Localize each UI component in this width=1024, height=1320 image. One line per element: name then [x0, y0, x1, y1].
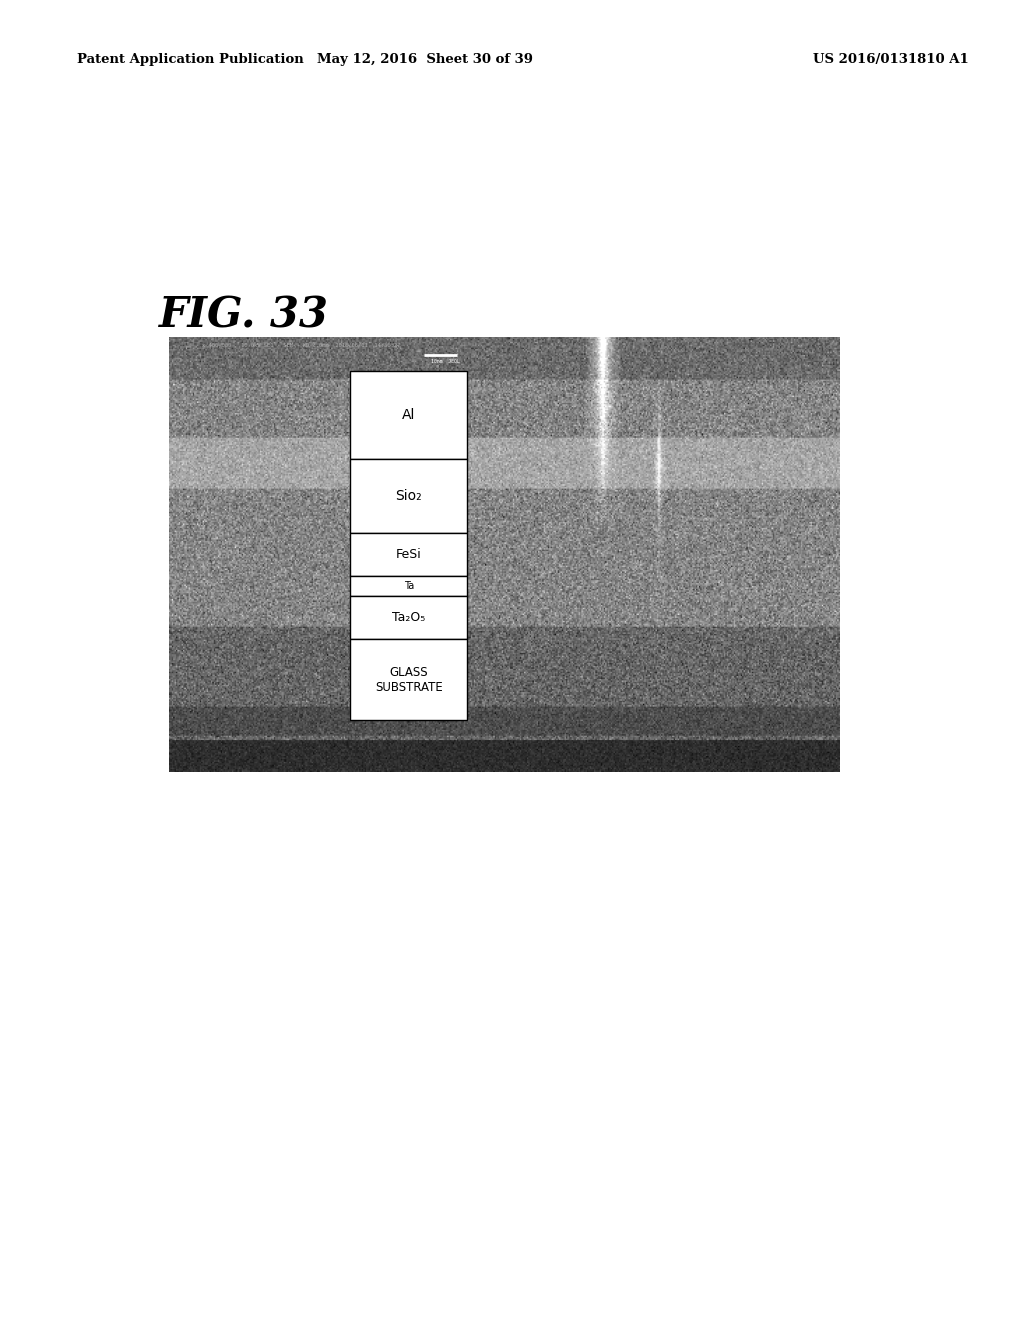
Bar [350, 595, 467, 639]
Text: Patent Application Publication: Patent Application Publication [77, 53, 303, 66]
Text: Sio₂: Sio₂ [395, 488, 422, 503]
Text: FIG. 33: FIG. 33 [159, 294, 329, 337]
Text: 10nm  JEOL: 10nm JEOL [430, 359, 460, 364]
Text: FeSi: FeSi [396, 548, 422, 561]
Text: Al: Al [402, 408, 416, 422]
Text: May 12, 2016  Sheet 30 of 39: May 12, 2016 Sheet 30 of 39 [317, 53, 532, 66]
Text: Ta: Ta [403, 581, 414, 591]
Text: US 2016/0131810 A1: US 2016/0131810 A1 [813, 53, 969, 66]
Bar [350, 533, 467, 576]
Bar [350, 458, 467, 533]
Bar [350, 371, 467, 458]
Text: GLASS
SUBSTRATE: GLASS SUBSTRATE [375, 665, 442, 693]
Bar [350, 639, 467, 719]
Bar [350, 576, 467, 595]
Text: x 400,000   10.0kV SE1   SEM   WD 3.0mm  2013/06/11  14:36:27: x 400,000 10.0kV SE1 SEM WD 3.0mm 2013/0… [203, 343, 400, 348]
Text: Ta₂O₅: Ta₂O₅ [392, 611, 425, 624]
